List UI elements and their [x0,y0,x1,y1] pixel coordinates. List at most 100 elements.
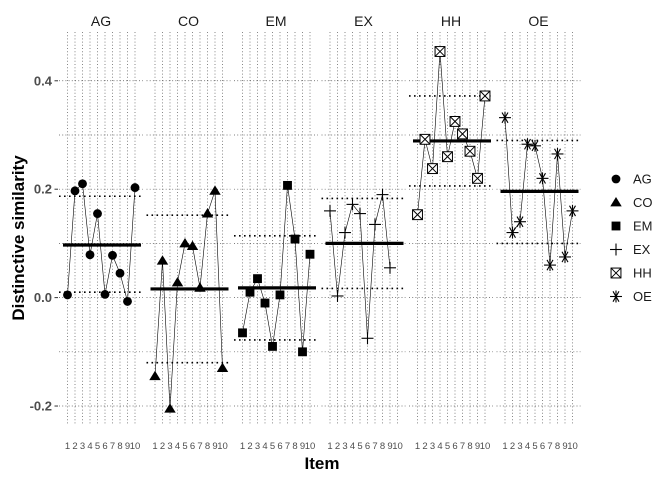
x-tick-label: 5 [95,441,100,452]
x-tick-label: 8 [555,441,560,452]
x-tick-label: 7 [460,441,465,452]
x-tick-label: 5 [182,441,187,452]
x-tick-label: 7 [372,441,377,452]
data-point [472,172,483,184]
x-tick-label: 8 [117,441,122,452]
legend-symbol [610,243,622,256]
grid [496,32,581,425]
x-tick-label: 6 [540,441,545,452]
data-point [551,147,564,160]
x-tick-label: 4 [262,441,267,452]
data-point [194,282,206,292]
strip-label: CO [178,13,199,29]
x-tick-label: 8 [205,441,210,452]
legend-label: EX [633,242,651,257]
data-point [171,276,184,287]
x-tick-label: 10 [480,441,491,452]
data-point [63,290,72,300]
x-tick-label: 5 [270,441,275,452]
x-tick-label: 10 [392,441,403,452]
data-point [216,362,229,373]
legend-symbol [611,174,621,184]
legend-symbol [611,221,621,231]
data-point [164,403,176,413]
data-point [260,298,270,308]
data-point [123,296,132,306]
x-tick-label: 5 [445,441,450,452]
data-point [290,234,300,244]
panel-ag: AG 1 2 3 4 5 6 7 8 9 10 [59,13,143,452]
data-point [566,204,579,217]
grid [321,32,406,425]
data-point [253,274,262,284]
data-point [268,341,277,351]
y-axis-title: Distinctive similarity [9,155,28,321]
x-tick-label: 6 [452,441,457,452]
data-point [93,209,102,219]
grid [234,32,318,425]
data-point [201,208,214,218]
data-point [331,290,344,302]
legend-item-hh: HH [610,266,652,281]
data-point [419,133,431,145]
data-point [529,139,541,152]
x-tick-label: 2 [72,441,77,452]
x-tick-label: 1 [415,441,420,452]
strip-label: EX [354,13,373,29]
y-axis: -0.2 0.0 0.2 0.4 [30,73,58,414]
series-line [154,190,223,409]
grid [59,32,143,425]
strip-label: OE [528,13,548,29]
x-tick-label: 10 [305,441,316,452]
data-point [521,138,534,151]
data-point [369,218,381,231]
panel-hh: HH 1 2 3 4 5 6 7 8 9 10 [409,13,493,452]
data-point [536,172,549,185]
x-tick-label: 9 [562,441,567,452]
x-tick-label: 10 [130,441,141,452]
data-point [434,46,446,57]
data-point [354,207,366,220]
data-point [346,198,359,211]
series-line [504,117,573,266]
x-tick-label: 4 [525,441,530,452]
x-tick-label: 2 [247,441,252,452]
x-tick-label: 5 [532,441,537,452]
data-point [559,250,571,263]
y-tick-label: 0.0 [34,290,52,305]
x-tick-label: 6 [102,441,107,452]
legend-label: OE [633,289,652,304]
legend-item-em: EM [611,219,653,234]
x-tick-label: 9 [300,441,305,452]
x-tick-label: 4 [437,441,442,452]
panel-oe: OE 1 2 3 4 5 6 7 8 9 10 [496,13,581,452]
series-line [242,185,311,352]
legend-label: EM [633,219,653,234]
data-point [179,237,191,248]
x-tick-label: 10 [567,441,578,452]
x-tick-label: 2 [510,441,515,452]
x-tick-label: 9 [475,441,480,452]
legend-label: CO [633,195,653,210]
data-point [85,250,95,260]
data-point [305,249,315,259]
data-point [442,151,453,163]
data-point [245,287,255,297]
data-point [78,179,87,189]
legend-item-ag: AG [611,172,652,187]
data-point [449,116,461,127]
panel-ex: EX 1 2 3 4 5 6 7 8 9 10 [321,13,406,452]
x-tick-label: 4 [350,441,355,452]
series-line [417,51,486,215]
x-tick-label: 2 [422,441,427,452]
x-tick-label: 4 [87,441,92,452]
x-tick-label: 3 [517,441,522,452]
x-tick-label: 2 [335,441,340,452]
x-tick-label: 8 [380,441,385,452]
data-point [130,183,140,192]
x-axis-title: Item [305,454,340,473]
x-tick-label: 5 [357,441,362,452]
x-tick-label: 10 [217,441,228,452]
data-point [361,332,374,345]
legend-item-ex: EX [610,242,651,257]
